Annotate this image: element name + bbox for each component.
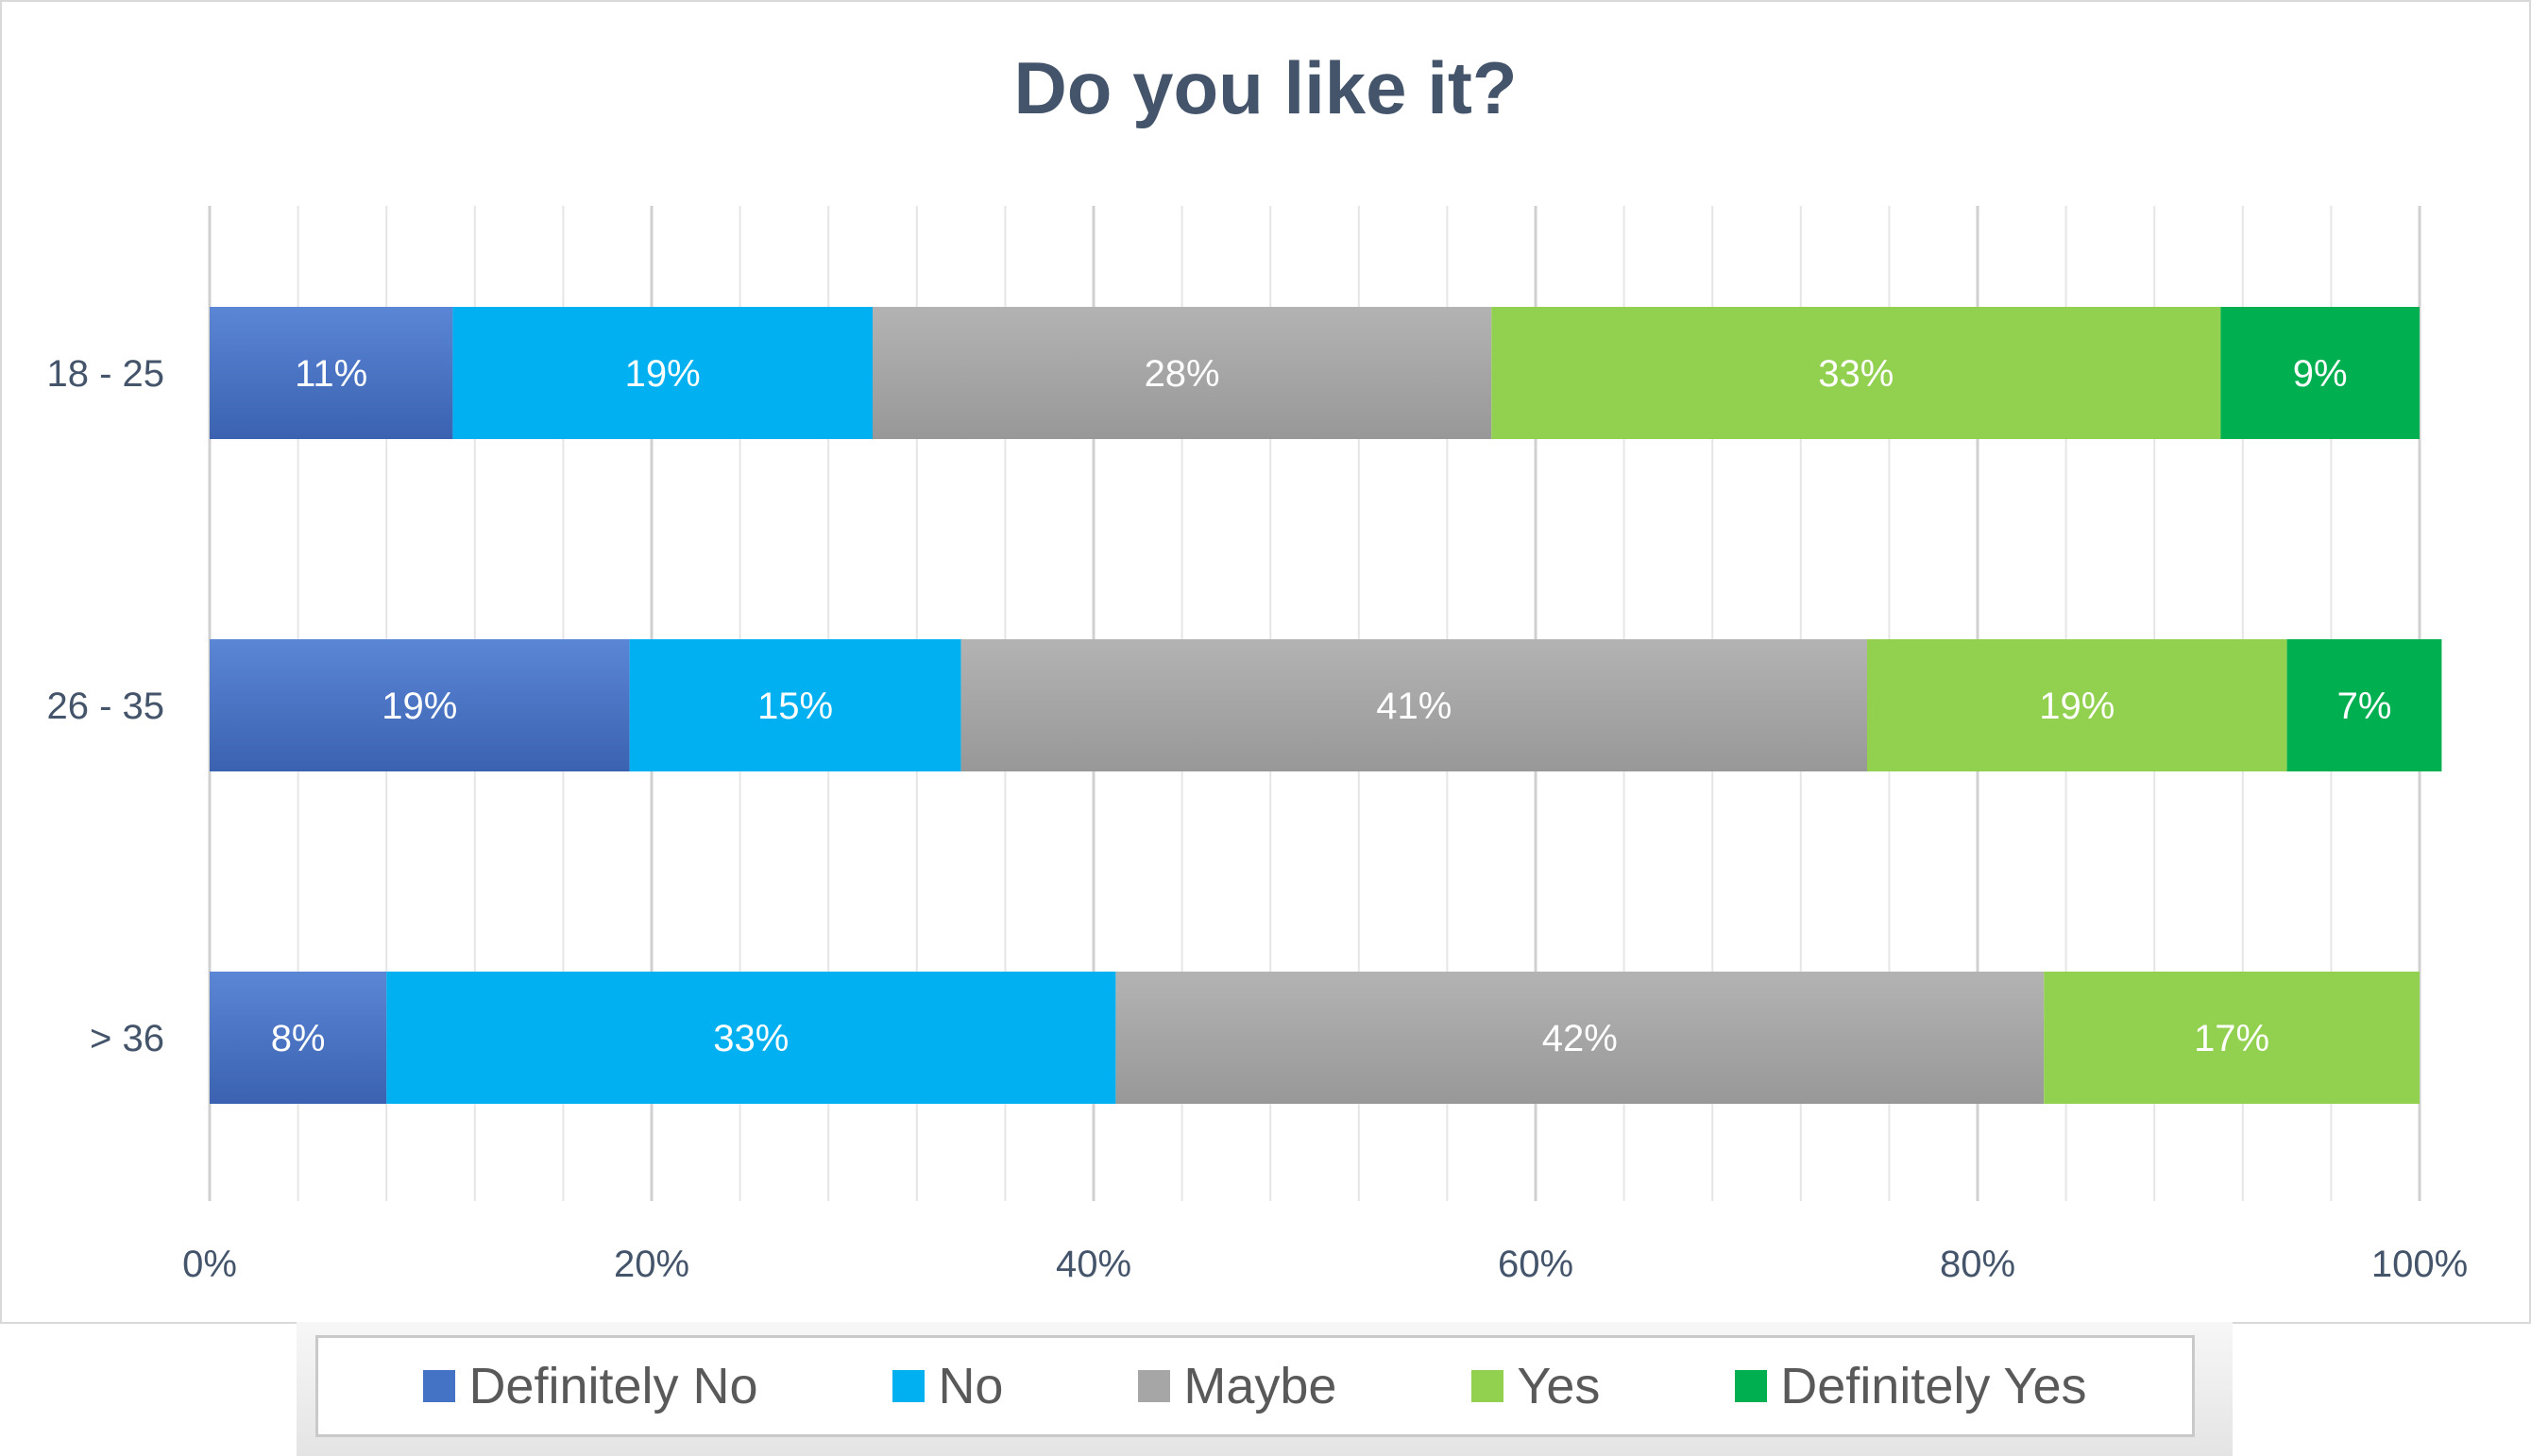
bar-segment (629, 639, 961, 771)
bar-segment (452, 307, 873, 439)
data-label: 28% (1145, 353, 1220, 395)
legend-swatch (892, 1370, 926, 1402)
data-label: 7% (2337, 686, 2392, 727)
legend-swatch (1138, 1370, 1171, 1402)
bar-segment (386, 972, 1116, 1104)
data-label: 19% (625, 353, 701, 395)
legend-label: Maybe (1183, 1358, 1337, 1414)
data-label: 11% (295, 353, 367, 395)
bar-segment (1867, 639, 2287, 771)
chart-legend: Definitely No No Maybe Yes Definitely Yes (315, 1335, 2195, 1437)
bar-segment (210, 307, 453, 439)
x-tick-label: 100% (2371, 1244, 2468, 1285)
category-label: 26 - 35 (46, 686, 164, 727)
data-label: 19% (2039, 686, 2115, 727)
data-label: 41% (1376, 686, 1452, 727)
category-label: 18 - 25 (46, 353, 164, 395)
data-label: 17% (2194, 1018, 2269, 1059)
x-tick-label: 0% (182, 1244, 237, 1285)
x-tick-label: 40% (1056, 1244, 1131, 1285)
bar-segment (1115, 972, 2045, 1104)
data-label: 33% (1818, 353, 1894, 395)
chart-plot: 11% 19% 28% 33% 9% 18 - 25 19% 15% 41% 19% 7% 26 - … (46, 206, 2468, 1285)
bar-segment (2044, 972, 2420, 1104)
category-label: > 36 (90, 1018, 164, 1059)
legend-label: Definitely Yes (1780, 1358, 2087, 1414)
legend-item: Definitely Yes (1735, 1357, 2087, 1415)
legend-label: Definitely No (468, 1358, 758, 1414)
legend-item: Yes (1471, 1357, 1600, 1415)
data-label: 19% (382, 686, 457, 727)
legend-swatch (423, 1370, 456, 1402)
legend-label: Yes (1517, 1358, 1601, 1414)
data-label: 33% (713, 1018, 789, 1059)
data-label: 42% (1542, 1018, 1618, 1059)
bar-segment (2220, 307, 2420, 439)
data-label: 15% (757, 686, 833, 727)
legend-item: No (892, 1357, 1003, 1415)
bar-segment (2286, 639, 2442, 771)
legend-swatch (1735, 1370, 1768, 1402)
data-label: 8% (271, 1018, 326, 1059)
bar-segment (873, 307, 1492, 439)
bar-segment (960, 639, 1867, 771)
x-tick-label: 60% (1498, 1244, 1573, 1285)
bar-segment (210, 639, 630, 771)
chart-title: Do you like it? (1013, 46, 1518, 129)
legend-label: No (938, 1358, 1004, 1414)
x-tick-label: 20% (614, 1244, 689, 1285)
bar-segment (1491, 307, 2221, 439)
x-tick-label: 80% (1940, 1244, 2015, 1285)
legend-swatch (1471, 1370, 1504, 1402)
legend-item: Maybe (1138, 1357, 1336, 1415)
legend-item: Definitely No (423, 1357, 758, 1415)
bar-segment (210, 972, 387, 1104)
data-label: 9% (2293, 353, 2348, 395)
